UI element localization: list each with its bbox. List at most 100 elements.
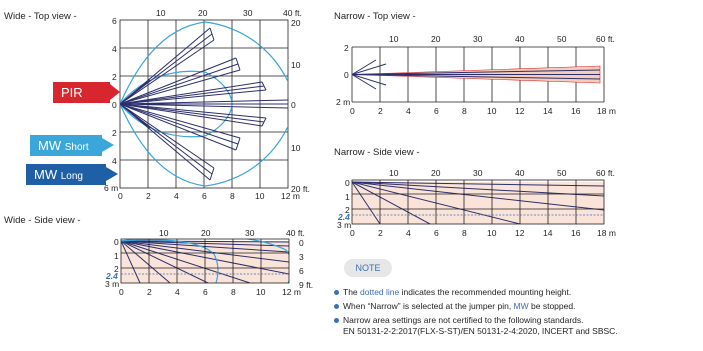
mw-short-pointer [102, 138, 114, 152]
axis-tick-label: 0 [344, 70, 349, 80]
axis-tick-label: 30 [243, 8, 253, 18]
axis-tick-label: 50 [557, 34, 567, 44]
narrow-side-title: Narrow - Side view - [334, 147, 420, 158]
axis-tick-label: 10 [487, 228, 497, 238]
axis-tick-label: 4 [406, 228, 411, 238]
axis-tick-label: 2 m [336, 97, 351, 107]
axis-tick-label: 16 [571, 228, 581, 238]
axis-tick-label: 14 [543, 228, 553, 238]
mw-long-legend-badge: MW Long [26, 164, 106, 185]
axis-tick-label: 0 [345, 178, 350, 188]
axis-tick-label: 10 [156, 8, 166, 18]
wide-top-coverage [120, 21, 288, 187]
axis-tick-label: 0 [350, 106, 355, 116]
axis-tick-label: 1 [114, 251, 119, 261]
narrow-top-grid [351, 46, 605, 103]
axis-tick-label: 0 [291, 100, 296, 110]
note-item: The dotted line indicates the recommende… [334, 287, 700, 298]
axis-tick-label: 0 [119, 287, 124, 297]
note-text: EN 50131-2-2:2017(FLX-S-ST)/EN 50131-2-4… [343, 326, 618, 336]
axis-tick-label: 40 [515, 34, 525, 44]
note-text: indicates the recommended mounting heigh… [399, 287, 572, 297]
axis-tick-label: 20 [198, 8, 208, 18]
axis-tick-label: 30 [245, 228, 255, 238]
axis-tick-label: 2 [345, 205, 350, 215]
axis-tick-label: 4 [175, 287, 180, 297]
axis-tick-label: 20 [431, 34, 441, 44]
wide-top-title: Wide - Top view - [4, 11, 77, 22]
axis-tick-label: 2 [344, 43, 349, 53]
note-item: When “Narrow” is selected at the jumper … [334, 301, 700, 312]
mount-height-label: 2.4 [106, 271, 118, 281]
axis-tick-label: 12 m [281, 191, 300, 201]
axis-tick-label: 10 [255, 191, 265, 201]
narrow-top-zone [351, 59, 601, 90]
bullet-icon [334, 318, 339, 323]
axis-tick-label: 6 m [104, 183, 119, 193]
axis-tick-label: 20 [291, 18, 301, 28]
note-tag: NOTE [344, 259, 392, 277]
axis-tick-label: 4 [112, 156, 117, 166]
pir-legend-badge: PIR [53, 82, 110, 103]
wide-side-zones [121, 239, 289, 283]
note-text: When “Narrow” is selected at the jumper … [343, 301, 514, 311]
axis-tick-label: 6 [203, 287, 208, 297]
axis-tick-label: 2 [147, 287, 152, 297]
wide-side-title: Wide - Side view - [4, 215, 81, 226]
wide-side-grid [120, 238, 290, 284]
axis-tick-label: 40 ft. [286, 228, 305, 238]
axis-tick-label: 60 ft. [596, 34, 615, 44]
axis-tick-label: 3 m [105, 279, 120, 289]
note-highlight: MW [513, 301, 529, 311]
axis-tick-label: 10 [487, 106, 497, 116]
axis-tick-label: 8 [462, 106, 467, 116]
axis-tick-label: 40 ft. [283, 8, 302, 18]
axis-tick-label: 0 [112, 100, 117, 110]
axis-tick-label: 2 [378, 228, 383, 238]
axis-tick-label: 60 ft. [596, 168, 615, 178]
axis-tick-label: 40 [515, 168, 525, 178]
axis-tick-label: 10 [389, 34, 399, 44]
mw-long-pointer [106, 167, 118, 181]
axis-tick-label: 4 [112, 44, 117, 54]
axis-tick-label: 50 [557, 168, 567, 178]
axis-tick-label: 30 [473, 34, 483, 44]
axis-tick-label: 0 [118, 191, 123, 201]
axis-tick-label: 8 [462, 228, 467, 238]
axis-tick-label: 14 [543, 106, 553, 116]
axis-tick-label: 6 [434, 228, 439, 238]
mw-short-legend-label: MW [38, 138, 62, 153]
axis-tick-label: 3 [299, 252, 304, 262]
narrow-side-grid [351, 179, 605, 225]
axis-tick-label: 0 [350, 228, 355, 238]
bullet-icon [334, 290, 339, 295]
note-text: be stopped. [528, 301, 576, 311]
axis-tick-label: 2 [112, 128, 117, 138]
axis-tick-label: 20 ft. [291, 184, 310, 194]
axis-tick-label: 18 m [597, 228, 616, 238]
mw-long-legend-sub: Long [60, 171, 83, 182]
note-text: Narrow area settings are not certified t… [343, 315, 584, 325]
axis-tick-label: 0 [299, 238, 304, 248]
axis-tick-label: 6 [434, 106, 439, 116]
axis-tick-label: 20 [201, 228, 211, 238]
pir-pointer [110, 84, 120, 100]
bullet-icon [334, 304, 339, 309]
narrow-side-zones [352, 181, 604, 224]
axis-tick-label: 10 [159, 228, 169, 238]
note-list: The dotted line indicates the recommende… [334, 287, 700, 340]
axis-tick-label: 2 [378, 106, 383, 116]
axis-tick-label: 10 [389, 168, 399, 178]
axis-tick-label: 30 [473, 168, 483, 178]
axis-tick-label: 20 [431, 168, 441, 178]
note-item: Narrow area settings are not certified t… [334, 315, 700, 337]
axis-tick-label: 6 [112, 16, 117, 26]
axis-tick-label: 1 [345, 192, 350, 202]
axis-tick-label: 4 [174, 191, 179, 201]
pir-legend-label: PIR [61, 85, 83, 100]
axis-tick-label: 12 [515, 106, 525, 116]
axis-tick-label: 6 [202, 191, 207, 201]
axis-tick-label: 0 [114, 237, 119, 247]
axis-tick-label: 18 m [597, 106, 616, 116]
